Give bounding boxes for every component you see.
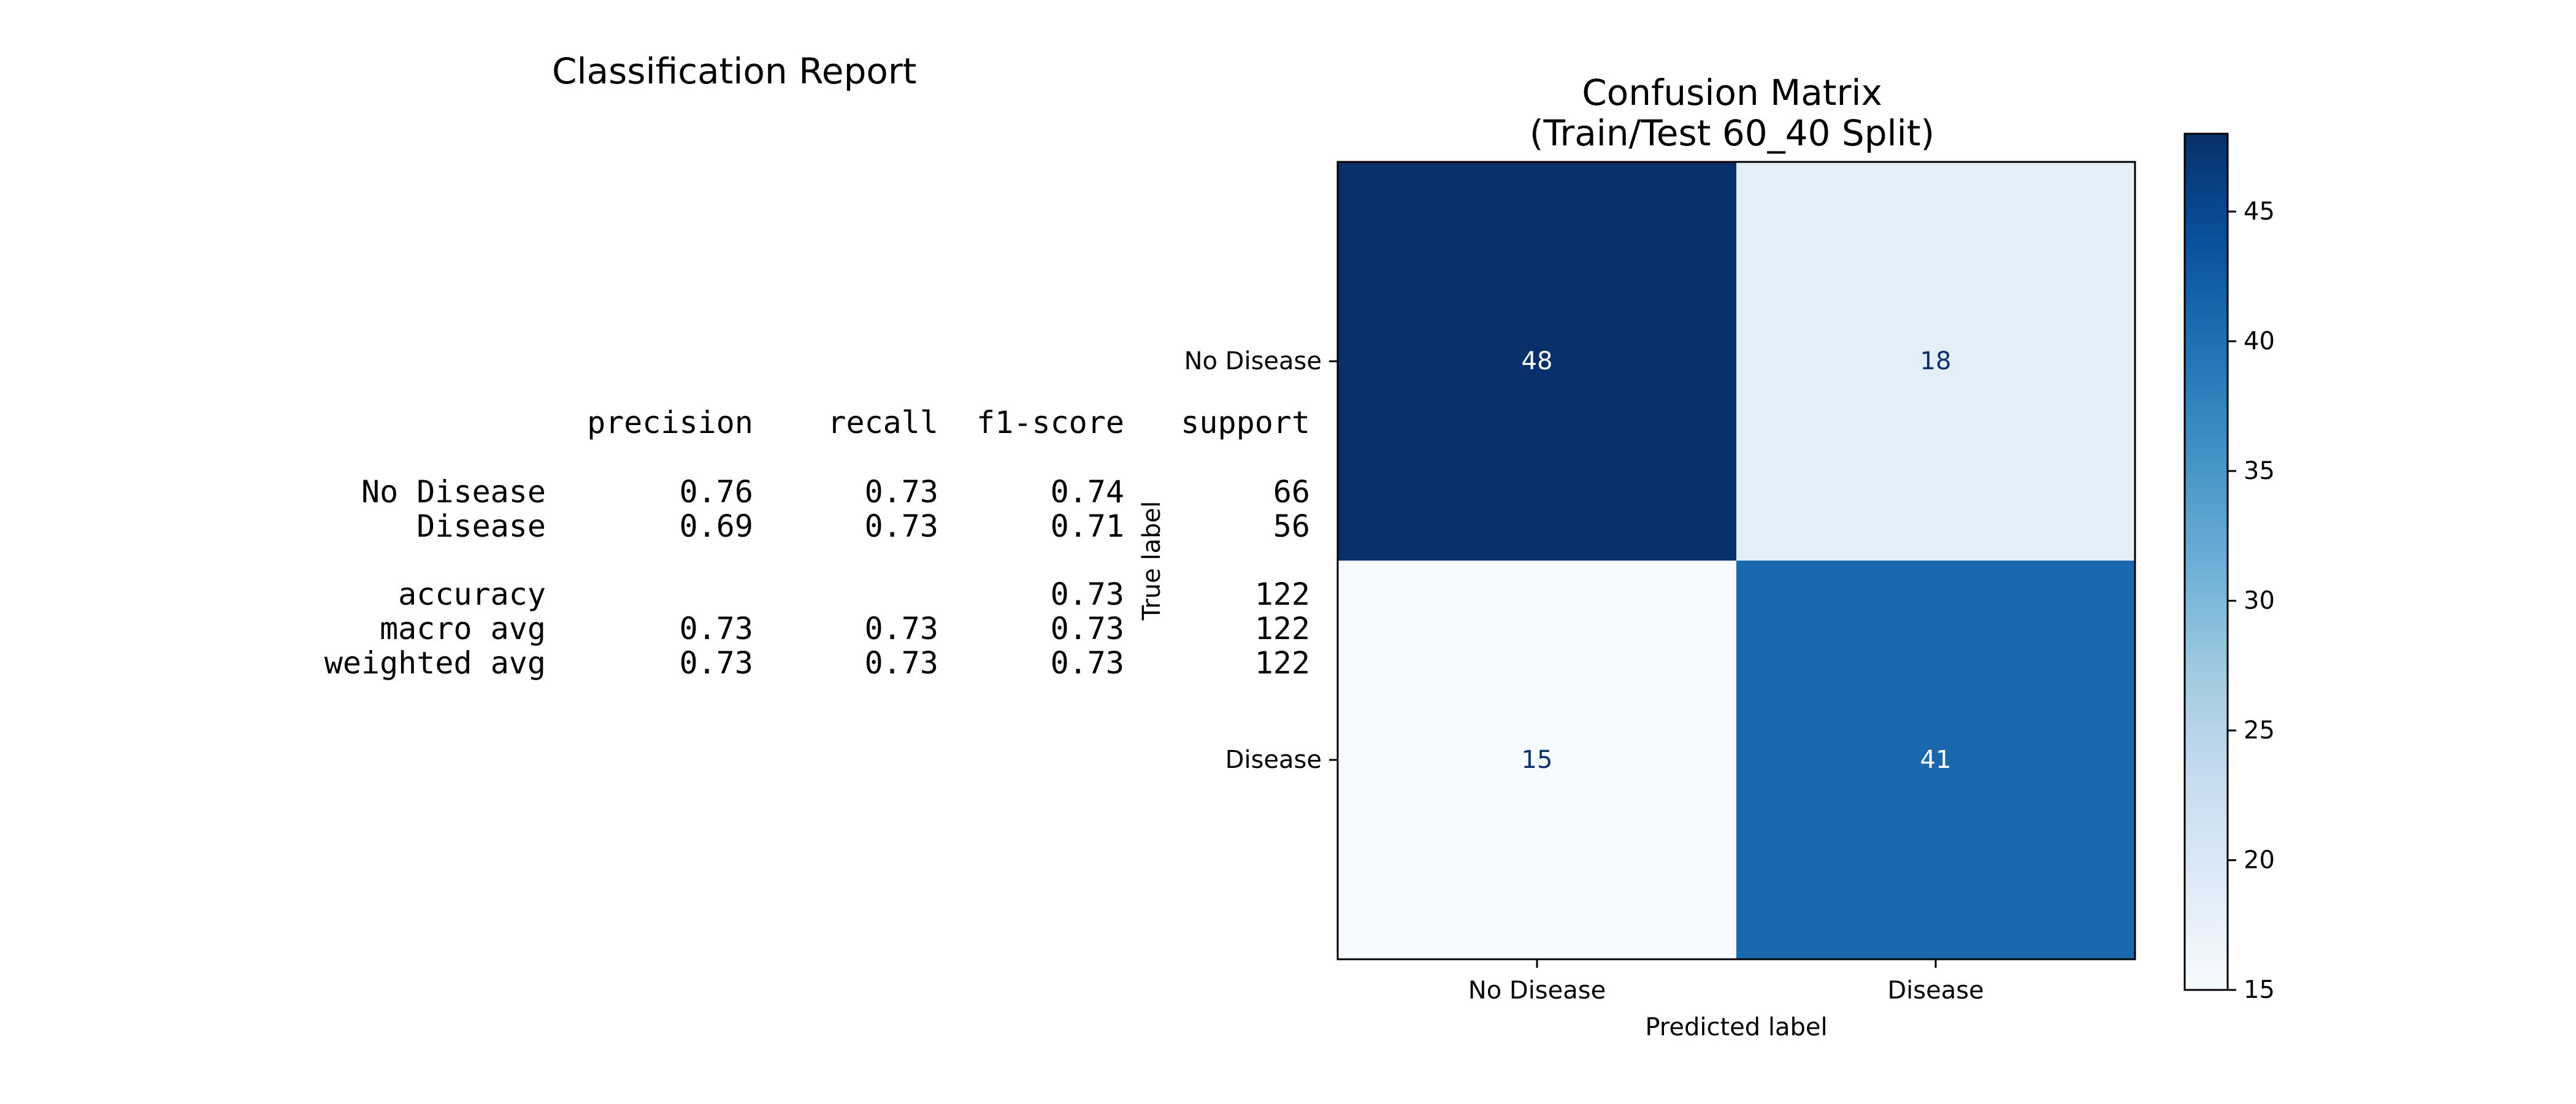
report-cell: 0.73 [679,645,753,681]
report-cell: 122 [1254,577,1310,612]
matrix-cell-label: 48 [1522,347,1553,375]
colorbar-tick-label: 35 [2244,457,2275,485]
confusion-matrix-title-line2: (Train/Test 60_40 Split) [1529,112,1935,154]
report-row-label: No Disease [361,474,546,510]
report-row-label: Disease [416,508,546,544]
report-cell: 0.69 [679,508,753,544]
matrix-frame [1336,161,2136,960]
report-header-precision: precision [587,405,753,440]
report-row-label: weighted avg [324,645,546,681]
report-cell: 0.76 [679,474,753,510]
colorbar-tick-label: 25 [2244,716,2275,745]
x-tick-label: No Disease [1468,976,1606,1005]
y-axis-label: True label [1138,501,1166,621]
report-cell: 0.71 [1050,508,1124,544]
report-cell: 0.73 [1050,611,1124,646]
report-cell: 0.73 [679,611,753,646]
matrix-cell [1338,561,1736,959]
y-tick-label: Disease [1225,746,1322,774]
report-cell: 66 [1273,474,1310,510]
x-tick-label: Disease [1887,976,1984,1005]
report-cell: 0.73 [864,508,938,544]
colorbar-tick-label: 20 [2244,846,2275,874]
matrix-cell-label: 41 [1920,746,1952,774]
report-row-label: accuracy [398,577,546,612]
report-cell: 0.73 [864,611,938,646]
report-cell: 56 [1273,508,1310,544]
report-cell: 122 [1254,611,1310,646]
matrix-cell [1736,162,2135,561]
matrix-cell [1338,162,1736,561]
colorbar-tick-label: 40 [2244,327,2275,355]
report-header-f1-score: f1-score [976,405,1124,440]
colorbar-tick-label: 30 [2244,586,2275,615]
report-cell: 0.73 [1050,577,1124,612]
report-cell: 122 [1254,645,1310,681]
colorbar-tick-label: 45 [2244,197,2275,226]
matrix-cell [1736,561,2135,959]
x-axis-label: Predicted label [1645,1013,1827,1041]
report-title: Classification Report [552,50,917,92]
report-header-support: support [1181,405,1310,440]
report-header-recall: recall [827,405,938,440]
confusion-matrix-title-line1: Confusion Matrix [1582,72,1882,113]
colorbar-frame [2183,132,2229,991]
report-cell: 0.74 [1050,474,1124,510]
report-cell: 0.73 [864,645,938,681]
classification-report-table: precision recall f1-score support No Disease… [0,0,1310,1104]
report-row-label: macro avg [380,611,546,646]
report-cell: 0.73 [864,474,938,510]
colorbar [2185,134,2228,990]
matrix-cell-label: 18 [1920,347,1952,375]
colorbar-tick-label: 15 [2244,976,2275,1004]
y-tick-label: No Disease [1184,347,1322,375]
report-cell: 0.73 [1050,645,1124,681]
matrix-cell-label: 15 [1522,746,1553,774]
